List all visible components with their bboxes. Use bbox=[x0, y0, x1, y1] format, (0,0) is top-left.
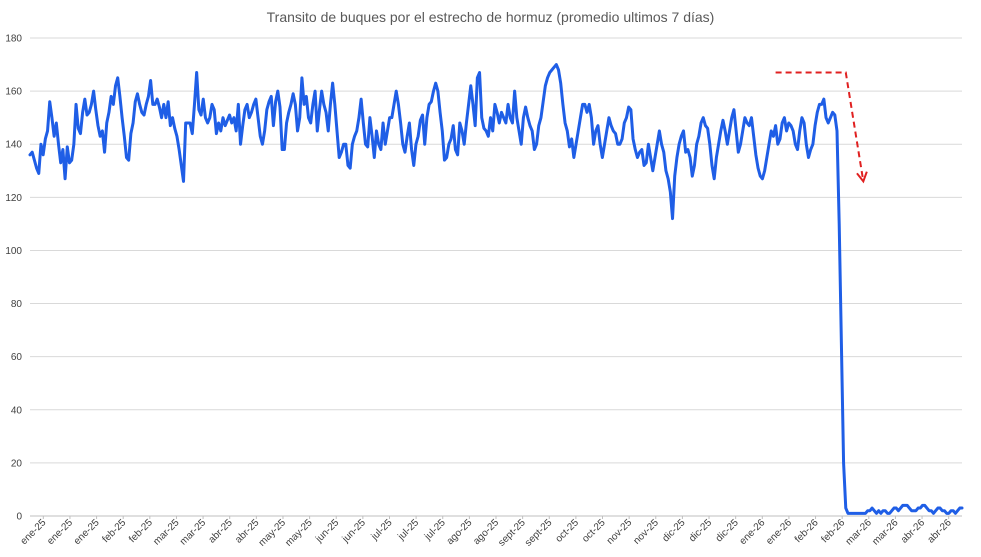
annotation-group bbox=[775, 71, 868, 184]
x-tick-label: mar-26 bbox=[844, 517, 874, 547]
x-tick-label: oct-25 bbox=[554, 517, 582, 545]
x-tick-label: ago-25 bbox=[445, 517, 475, 547]
x-tick-label: abr-26 bbox=[926, 517, 955, 546]
x-tick-label: ene-26 bbox=[738, 517, 768, 547]
y-tick-label: 0 bbox=[16, 512, 22, 523]
y-tick-label: 140 bbox=[5, 140, 22, 151]
series-line bbox=[28, 63, 964, 515]
x-tick-label: may-25 bbox=[257, 517, 289, 549]
x-tick-label: dic-25 bbox=[714, 517, 741, 544]
x-tick-label: ene-25 bbox=[45, 517, 75, 547]
x-tick-label: jun-25 bbox=[313, 517, 341, 545]
x-tick-label: dic-25 bbox=[660, 517, 687, 544]
x-tick-label: may-25 bbox=[283, 517, 315, 549]
y-axis-ticks: 0 20 40 60 80 100 120 140 160 180 bbox=[5, 34, 22, 523]
x-tick-label: sept-25 bbox=[523, 517, 555, 549]
x-tick-label: feb-26 bbox=[819, 517, 847, 545]
series-group bbox=[28, 63, 964, 515]
x-tick-label: feb-25 bbox=[127, 517, 155, 545]
x-axis-ticks: ene-25ene-25ene-25feb-25feb-25mar-25mar-… bbox=[19, 516, 954, 549]
annotation-dashed-arrow bbox=[775, 71, 865, 182]
y-tick-label: 160 bbox=[5, 87, 22, 98]
x-tick-label: mar-26 bbox=[870, 517, 900, 547]
chart-title: Transito de buques por el estrecho de ho… bbox=[267, 9, 715, 25]
y-tick-label: 120 bbox=[5, 193, 22, 204]
x-tick-label: jul-25 bbox=[369, 517, 395, 543]
y-tick-label: 180 bbox=[5, 34, 22, 45]
x-tick-label: jun-25 bbox=[340, 517, 368, 545]
x-tick-label: nov-25 bbox=[605, 517, 635, 547]
x-tick-label: ene-26 bbox=[764, 517, 794, 547]
y-tick-label: 20 bbox=[11, 458, 23, 469]
x-tick-label: abr-25 bbox=[207, 517, 236, 546]
x-tick-label: mar-25 bbox=[151, 517, 181, 547]
x-tick-label: dic-25 bbox=[687, 517, 714, 544]
x-tick-label: abr-26 bbox=[899, 517, 928, 546]
x-tick-label: feb-25 bbox=[100, 517, 128, 545]
x-tick-label: feb-26 bbox=[793, 517, 821, 545]
x-tick-label: mar-25 bbox=[178, 517, 208, 547]
y-tick-label: 60 bbox=[11, 352, 23, 363]
x-tick-label: nov-25 bbox=[631, 517, 661, 547]
annotation-arrowhead bbox=[856, 171, 868, 184]
x-tick-label: oct-25 bbox=[580, 517, 608, 545]
x-tick-label: jul-25 bbox=[395, 517, 421, 543]
y-tick-label: 100 bbox=[5, 246, 22, 257]
y-tick-label: 40 bbox=[11, 405, 23, 416]
x-tick-label: ene-25 bbox=[19, 517, 49, 547]
x-tick-label: ene-25 bbox=[72, 517, 102, 547]
y-tick-label: 80 bbox=[11, 299, 23, 310]
x-tick-label: sept-25 bbox=[496, 517, 528, 549]
